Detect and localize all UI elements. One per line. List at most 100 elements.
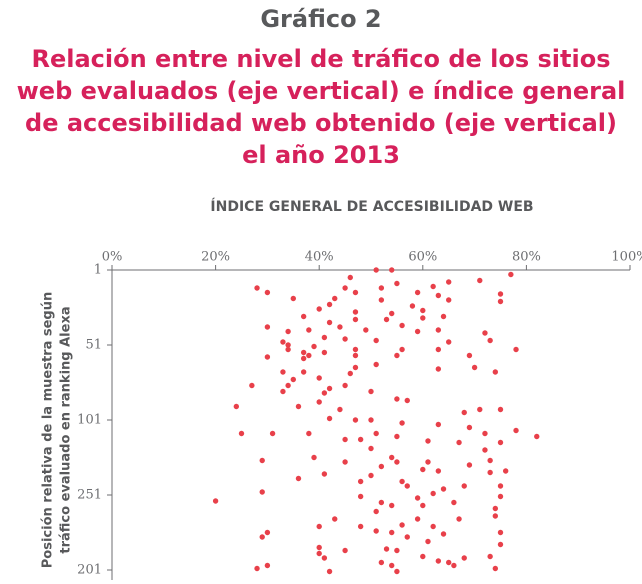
point	[306, 352, 312, 359]
point	[497, 406, 504, 413]
point	[394, 459, 400, 465]
point	[440, 486, 447, 492]
point	[446, 279, 452, 285]
point	[357, 523, 364, 530]
y-tick-label: 101	[77, 413, 102, 428]
point	[430, 490, 436, 497]
chart-title: Gráfico 2	[260, 5, 381, 33]
point	[347, 370, 353, 377]
point	[425, 459, 431, 465]
point	[513, 427, 519, 434]
point	[492, 513, 499, 519]
point	[368, 472, 374, 479]
point	[326, 568, 333, 575]
point	[332, 516, 338, 522]
point	[435, 327, 442, 333]
point	[461, 555, 467, 561]
point	[440, 313, 447, 320]
point	[337, 406, 343, 413]
point	[383, 546, 390, 552]
point	[461, 483, 467, 489]
point	[394, 433, 400, 440]
point	[487, 457, 493, 464]
chart-subtitle: web evaluados (eje vertical) e índice ge…	[17, 77, 626, 105]
point	[368, 417, 374, 423]
chart-subtitle: el año 2013	[242, 141, 400, 169]
point	[389, 502, 395, 509]
y-tick-label: 51	[85, 338, 102, 353]
point	[300, 355, 307, 362]
point	[383, 316, 390, 323]
point	[342, 336, 348, 342]
point	[378, 285, 385, 291]
chart-subtitle: de accesibilidad web obtenido (eje verti…	[25, 109, 617, 137]
point	[378, 499, 385, 506]
point	[352, 346, 359, 353]
point	[347, 274, 353, 281]
point	[357, 478, 364, 485]
point	[373, 508, 379, 515]
point	[316, 375, 322, 381]
x-tick-label: 80%	[512, 250, 541, 265]
point	[357, 493, 364, 500]
point	[306, 430, 312, 437]
point	[404, 534, 410, 540]
point	[497, 483, 504, 489]
point	[326, 319, 333, 326]
point	[497, 439, 504, 446]
point	[373, 337, 379, 344]
point	[414, 495, 421, 501]
point	[300, 369, 307, 375]
point	[466, 352, 473, 359]
point	[461, 409, 467, 416]
point	[264, 562, 271, 569]
point	[399, 420, 405, 426]
x-tick-label: 100%	[611, 250, 642, 265]
y-tick-label: 1	[94, 263, 102, 278]
point	[316, 523, 322, 530]
point	[508, 271, 514, 278]
point	[435, 366, 442, 372]
point	[316, 544, 322, 551]
point	[259, 457, 265, 464]
point	[300, 313, 307, 320]
point	[368, 388, 374, 395]
point	[316, 550, 322, 557]
point	[534, 433, 540, 440]
point	[394, 547, 400, 554]
point	[492, 505, 499, 512]
point	[414, 289, 421, 296]
point	[446, 559, 452, 566]
point	[321, 555, 328, 561]
point	[321, 349, 328, 356]
point	[482, 447, 488, 453]
point	[306, 327, 312, 333]
point	[425, 538, 431, 545]
point	[435, 346, 442, 353]
point	[352, 316, 359, 323]
point	[430, 523, 436, 530]
point	[326, 385, 333, 392]
point	[311, 454, 317, 461]
point	[497, 291, 504, 297]
y-axis-label: tráfico evaluado en ranking Alexa	[59, 306, 74, 553]
point	[212, 498, 219, 504]
point	[342, 382, 348, 389]
point	[435, 292, 442, 299]
point	[446, 339, 452, 345]
point	[337, 324, 343, 330]
point	[497, 529, 504, 536]
point	[446, 297, 452, 303]
point	[404, 483, 410, 489]
x-axis-label: ÍNDICE GENERAL DE ACCESIBILIDAD WEB	[210, 198, 533, 215]
point	[497, 493, 504, 500]
point	[420, 307, 426, 314]
point	[378, 559, 385, 566]
point	[254, 285, 260, 291]
point	[357, 436, 364, 443]
point	[264, 529, 271, 536]
point	[295, 475, 302, 482]
y-tick-label: 201	[77, 563, 102, 578]
point	[440, 531, 447, 537]
point	[264, 354, 271, 360]
